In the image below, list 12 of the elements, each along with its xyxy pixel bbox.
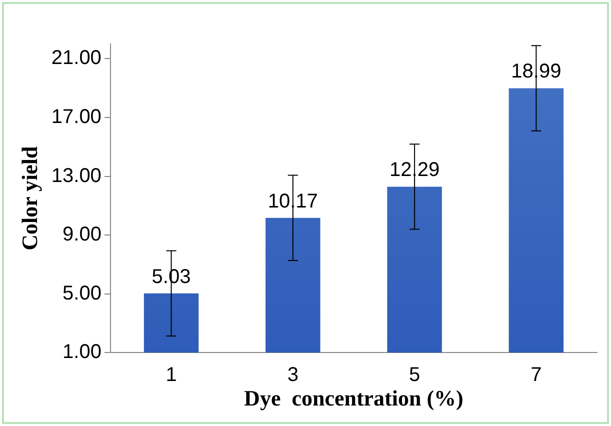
x-tick-label: 3 [287, 364, 298, 386]
y-tick-label: 1.00 [62, 341, 102, 364]
y-tick-label: 17.00 [51, 106, 102, 128]
x-axis-title: Dye concentration (%) [244, 385, 464, 410]
y-tick-label: 13.00 [51, 164, 102, 187]
y-axis-title: Color yield [16, 146, 42, 250]
x-tick-label: 7 [530, 364, 542, 386]
y-tick-label: 21.00 [51, 47, 102, 70]
x-tick-label: 1 [166, 364, 177, 386]
x-tick-label: 5 [408, 364, 420, 386]
y-tick-label: 9.00 [62, 224, 102, 246]
y-tick-label: 5.00 [62, 282, 102, 304]
